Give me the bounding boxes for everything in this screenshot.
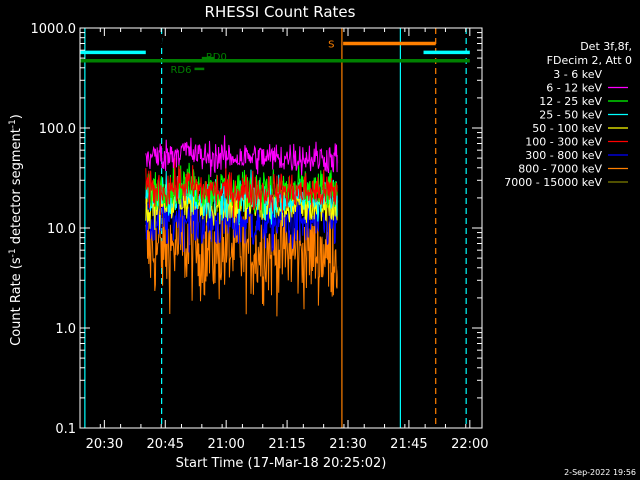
legend-header: FDecim 2, Att 0 [547, 54, 632, 67]
data-series [145, 31, 339, 359]
legend-entry-label: 300 - 800 keV [525, 149, 602, 162]
legend-header: Det 3f,8f, [580, 40, 632, 53]
reference-lines [84, 28, 467, 428]
y-tick-label: 100.0 [39, 122, 76, 137]
y-axis-label: Count Rate (s-1 detector segment-1) [8, 114, 24, 346]
x-axis-label: Start Time (17-Mar-18 20:25:02) [176, 456, 387, 471]
y-label-superscript: -1 [8, 119, 18, 128]
legend-entry-label: 50 - 100 keV [532, 122, 602, 135]
series-line [145, 189, 339, 317]
y-tick-label: 0.1 [55, 422, 76, 437]
legend-entry-label: 3 - 6 keV [553, 68, 602, 81]
legend-entry-label: 100 - 300 keV [525, 136, 602, 149]
x-tick-label: 21:30 [329, 437, 366, 452]
state-bar-label: RD6 [170, 65, 191, 76]
x-tick-label: 21:45 [390, 437, 427, 452]
legend-entry-label: 6 - 12 keV [546, 82, 602, 95]
chart-title: RHESSI Count Rates [205, 3, 356, 21]
x-tick-label: 21:15 [268, 437, 305, 452]
y-label-part: detector segment [9, 128, 24, 248]
legend-entry-label: 7000 - 15000 keV [504, 176, 602, 189]
y-tick-label: 1.0 [55, 322, 76, 337]
state-bar-label: RD0 [206, 52, 227, 63]
y-label-superscript: -1 [8, 248, 18, 257]
y-tick-label: 1000.0 [31, 22, 77, 37]
y-label-part: Count Rate (s [9, 257, 24, 346]
state-bar-label: S [328, 39, 334, 50]
legend-entry-label: 800 - 7000 keV [518, 163, 602, 176]
series-line [145, 135, 339, 178]
y-label-part: ) [9, 114, 24, 119]
state-bars: S RD0 RD6 [80, 39, 470, 76]
x-tick-label: 20:45 [147, 437, 184, 452]
y-tick-label: 10.0 [47, 222, 76, 237]
legend-entry-label: 12 - 25 keV [539, 95, 602, 108]
x-tick-label: 21:00 [207, 437, 244, 452]
legend-entry-label: 25 - 50 keV [539, 109, 602, 122]
x-tick-label: 22:00 [451, 437, 488, 452]
axis-ticks: 20:30 20:45 21:00 21:15 21:30 21:45 22:00 1000.… [31, 22, 489, 452]
x-tick-label: 20:30 [86, 437, 123, 452]
series-line [145, 31, 339, 57]
series-line [145, 157, 339, 218]
footer-date: 2-Sep-2022 19:56 [564, 468, 636, 477]
